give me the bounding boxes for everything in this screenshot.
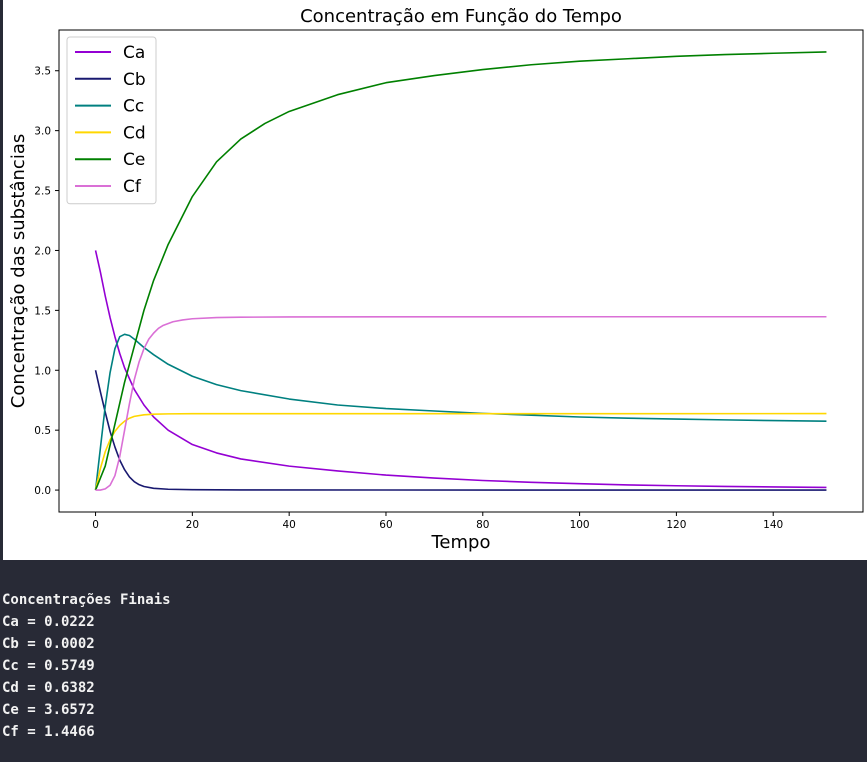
legend-label-cb: Cb — [123, 70, 146, 90]
series-line-ce — [94, 51, 827, 491]
series-line-ca — [94, 250, 827, 489]
chart-title: Concentração em Função do Tempo — [300, 6, 622, 27]
legend-label-ce: Ce — [123, 150, 145, 170]
y-tick-label: 1.0 — [34, 365, 51, 377]
series-line-cf — [95, 315, 827, 491]
plot-frame — [58, 29, 864, 513]
figure-panel: Concentração em Função do Tempo Tempo Co… — [3, 0, 867, 560]
series-line-cc — [94, 333, 827, 491]
legend-label-cd: Cd — [123, 123, 146, 143]
output-line-cb: Cb = 0.0002 — [2, 636, 95, 652]
y-tick-label: 3.5 — [34, 66, 51, 78]
line-chart: Concentração em Função do Tempo Tempo Co… — [8, 6, 864, 553]
series-line-cd — [94, 412, 827, 491]
output-line-cc: Cc = 0.5749 — [2, 658, 95, 674]
x-tick-label: 120 — [666, 519, 686, 531]
y-tick-label: 2.5 — [34, 186, 51, 198]
x-tick-label: 0 — [92, 519, 99, 531]
x-tick-label: 80 — [476, 519, 489, 531]
output-line-ca: Ca = 0.0222 — [2, 614, 95, 630]
x-axis-label: Tempo — [431, 532, 491, 553]
y-tick-label: 0.0 — [34, 485, 51, 497]
y-tick-label: 2.0 — [34, 245, 51, 257]
output-heading: Concentrações Finais — [2, 592, 171, 608]
y-axis-label: Concentração das substâncias — [8, 134, 29, 408]
output-line-ce: Ce = 3.6572 — [2, 702, 95, 718]
y-tick-label: 3.0 — [34, 126, 51, 138]
x-tick-label: 140 — [763, 519, 783, 531]
x-tick-label: 60 — [379, 519, 392, 531]
x-tick-label: 40 — [282, 519, 295, 531]
legend-label-cc: Cc — [123, 97, 144, 117]
output-line-cf: Cf = 1.4466 — [2, 724, 95, 740]
legend-label-cf: Cf — [123, 177, 142, 197]
x-tick-label: 20 — [186, 519, 199, 531]
console-output: Concentrações Finais Ca = 0.0222 Cb = 0.… — [0, 560, 867, 762]
output-line-cd: Cd = 0.6382 — [2, 680, 95, 696]
x-tick-label: 100 — [570, 519, 590, 531]
series-line-cb — [94, 370, 827, 491]
legend-label-ca: Ca — [123, 43, 145, 63]
y-tick-label: 0.5 — [34, 425, 51, 437]
y-tick-label: 1.5 — [34, 305, 51, 317]
